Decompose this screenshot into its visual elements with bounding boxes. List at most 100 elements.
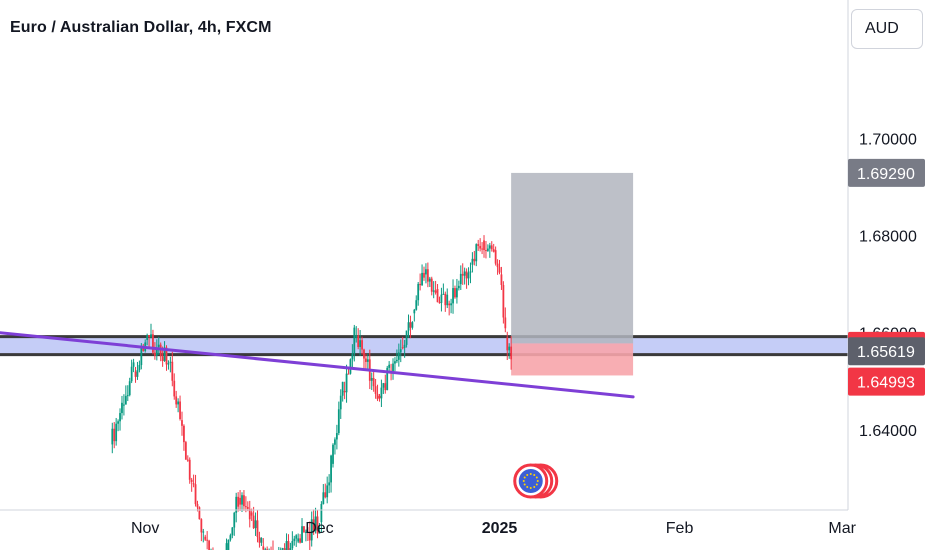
eu-flag-star [533, 474, 535, 476]
time-tick-label: Feb [666, 520, 694, 537]
eu-flag-star [530, 473, 532, 475]
price-badge-last: 1.65619 [848, 337, 925, 365]
candle [421, 264, 423, 286]
candle [119, 408, 121, 430]
candle [117, 419, 119, 431]
candle [255, 512, 257, 535]
candle-body [299, 538, 301, 542]
candle [417, 282, 419, 306]
candle [433, 281, 435, 298]
candle [293, 536, 295, 546]
eu-flag-star [524, 477, 526, 479]
candle [479, 238, 481, 251]
candle-body [479, 246, 481, 249]
candle-body [468, 273, 470, 279]
candle-body [158, 345, 160, 348]
candle [259, 532, 261, 548]
candle [470, 263, 472, 284]
candle [336, 425, 338, 450]
currency-selector-button[interactable]: AUD [851, 9, 923, 49]
candle [442, 283, 444, 294]
candle [199, 506, 201, 519]
candle-body [328, 482, 330, 485]
candle [257, 510, 259, 542]
candle [487, 244, 489, 252]
candle [189, 457, 191, 483]
candle-body [239, 498, 241, 505]
candle [284, 543, 286, 550]
candle-body [392, 364, 394, 372]
price-tick-label: 1.64000 [859, 423, 917, 440]
candle-body [324, 492, 326, 497]
candle [410, 316, 412, 338]
candle [365, 354, 367, 370]
candle [173, 373, 175, 399]
candle-body [398, 352, 400, 359]
candle-body [251, 512, 253, 515]
candle [334, 437, 336, 454]
candle [169, 357, 171, 373]
candle [131, 360, 133, 383]
candle-body [146, 335, 148, 340]
candle [373, 370, 375, 392]
candle [328, 474, 330, 493]
candle-body [417, 284, 419, 300]
candle [202, 529, 204, 542]
eu-flag-star [524, 484, 526, 486]
candle [475, 243, 477, 266]
candle-body [450, 303, 452, 305]
candle-body [427, 269, 429, 281]
candle-body [421, 273, 423, 285]
eu-flag-star [526, 474, 528, 476]
candle [127, 385, 129, 401]
candle-body [138, 365, 140, 370]
candle-body [344, 391, 346, 392]
candle [435, 281, 437, 295]
candle-body [504, 318, 506, 329]
candle-body [458, 286, 460, 288]
stop-box [511, 343, 633, 375]
candle-body [460, 274, 462, 284]
eu-flag-star [536, 484, 538, 486]
candle-body [129, 381, 131, 395]
candle-body [351, 354, 353, 360]
candle-body [131, 367, 133, 382]
candle-body [200, 519, 202, 532]
candle [133, 359, 135, 372]
chart-title: Euro / Australian Dollar, 4h, FXCM [10, 19, 272, 37]
candle-body [127, 395, 129, 396]
candle-body [439, 302, 441, 303]
candle [286, 533, 288, 550]
candle-body [334, 439, 336, 444]
candle [340, 389, 342, 419]
candle-body [481, 249, 483, 250]
candle [191, 478, 193, 492]
eu-flag-icon [519, 469, 543, 493]
candle-body [435, 290, 437, 292]
candle-body [394, 361, 396, 363]
candle [382, 383, 384, 394]
candle [113, 422, 115, 448]
candle-body [117, 421, 119, 423]
candle [468, 267, 470, 285]
candle [150, 324, 152, 339]
candle [123, 394, 125, 415]
candle-body [179, 402, 181, 420]
candle-body [350, 359, 352, 373]
candle [491, 241, 493, 251]
candle-body [336, 433, 338, 439]
eu-flag-star [526, 486, 528, 488]
candle [460, 265, 462, 290]
candle [135, 367, 137, 383]
candle-body [241, 495, 243, 504]
candle-body [187, 460, 189, 461]
candle-body [135, 372, 137, 377]
candle [243, 490, 245, 511]
time-tick-label: Dec [305, 520, 333, 537]
candle [138, 361, 140, 373]
candle-body [291, 541, 293, 548]
candle-body [202, 532, 204, 533]
candle-body [140, 348, 142, 365]
